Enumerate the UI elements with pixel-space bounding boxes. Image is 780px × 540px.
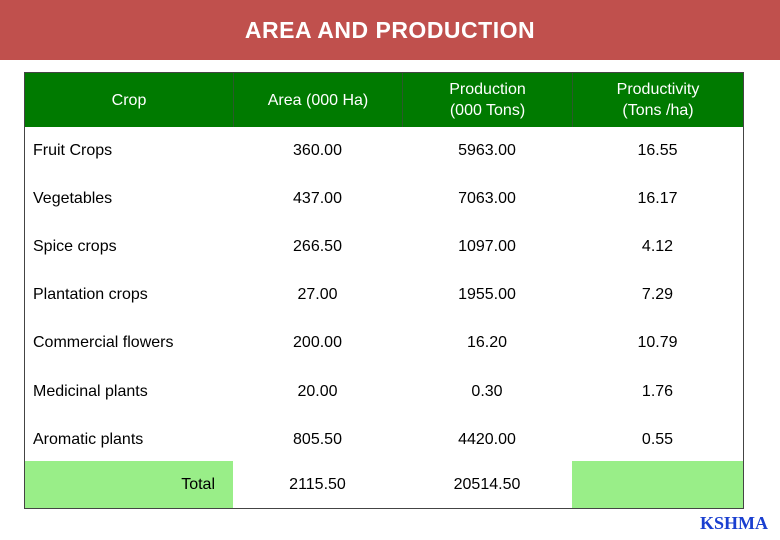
table-row: Aromatic plants 805.50 4420.00 0.55	[25, 416, 743, 464]
productivity-cell: 7.29	[641, 286, 674, 304]
total-label: Total	[25, 461, 233, 508]
header-productivity: Productivity (Tons /ha)	[572, 73, 743, 127]
productivity-cell: 1.76	[641, 382, 674, 400]
productivity-cell: 0.55	[641, 430, 674, 448]
header-production-label: Production (000 Tons)	[449, 81, 526, 119]
production-cell: 7063.00	[458, 190, 516, 208]
productivity-cell: 16.17	[637, 190, 678, 208]
data-table: Crop Area (000 Ha) Production (000 Tons)…	[24, 72, 744, 509]
footer-logo-text: KSHMA	[699, 513, 768, 533]
table-row: Medicinal plants 20.00 0.30 1.76	[25, 368, 743, 416]
area-cell: 20.00	[297, 382, 338, 400]
crop-cell: Medicinal plants	[33, 382, 148, 400]
header-productivity-label: Productivity (Tons /ha)	[616, 81, 700, 119]
table-row: Fruit Crops 360.00 5963.00 16.55	[25, 127, 743, 175]
crop-cell: Aromatic plants	[33, 430, 144, 448]
table-header-row: Crop Area (000 Ha) Production (000 Tons)…	[25, 73, 743, 127]
area-cell: 360.00	[293, 142, 342, 160]
production-cell: 4420.00	[458, 430, 516, 448]
table-row: Vegetables 437.00 7063.00 16.17	[25, 175, 743, 223]
production-cell: 1097.00	[458, 238, 516, 256]
total-productivity	[572, 461, 743, 508]
header-production: Production (000 Tons)	[402, 73, 572, 127]
crop-cell: Spice crops	[33, 238, 117, 256]
table-row: Commercial flowers 200.00 16.20 10.79	[25, 319, 743, 367]
production-cell: 1955.00	[458, 286, 516, 304]
area-cell: 437.00	[293, 190, 342, 208]
area-cell: 266.50	[293, 238, 342, 256]
area-cell: 805.50	[293, 430, 342, 448]
production-cell: 0.30	[471, 382, 503, 400]
area-cell: 27.00	[297, 286, 338, 304]
crop-cell: Commercial flowers	[33, 334, 174, 352]
table-row: Plantation crops 27.00 1955.00 7.29	[25, 271, 743, 319]
production-cell: 16.20	[466, 334, 508, 352]
total-production: 20514.50	[402, 461, 572, 508]
page-title: AREA AND PRODUCTION	[244, 16, 536, 43]
area-cell: 200.00	[293, 334, 342, 352]
productivity-cell: 16.55	[637, 142, 678, 160]
productivity-cell: 10.79	[637, 334, 678, 352]
crop-cell: Plantation crops	[33, 286, 148, 304]
total-area: 2115.50	[233, 461, 402, 508]
production-cell: 5963.00	[458, 142, 516, 160]
productivity-cell: 4.12	[641, 238, 674, 256]
header-area: Area (000 Ha)	[233, 73, 402, 127]
table-row: Spice crops 266.50 1097.00 4.12	[25, 223, 743, 271]
crop-cell: Vegetables	[33, 190, 113, 208]
crop-cell: Fruit Crops	[33, 142, 113, 160]
title-bar: AREA AND PRODUCTION	[0, 0, 780, 60]
header-crop: Crop	[111, 91, 147, 109]
total-row: Total 2115.50 20514.50	[25, 461, 743, 508]
